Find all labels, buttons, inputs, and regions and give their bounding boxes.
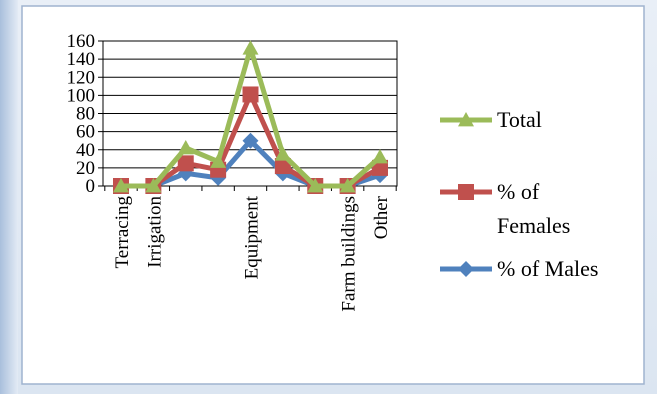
data-point-of-females — [177, 155, 194, 172]
data-point-of-males — [242, 132, 259, 149]
data-point-total — [242, 40, 259, 55]
y-tick-label: 60 — [76, 122, 95, 143]
legend-label: % of Females — [497, 179, 570, 238]
data-point-total — [113, 178, 129, 193]
legend-marker — [458, 184, 474, 200]
grid-lines — [103, 40, 397, 169]
legend: Total % of Females % of Males — [440, 107, 598, 281]
data-point-of-females — [274, 158, 291, 175]
y-tick-label: 140 — [67, 49, 96, 70]
y-tick-label: 0 — [86, 176, 96, 197]
x-tick-label: Other — [371, 195, 392, 239]
x-tick-label: Terracing — [112, 196, 133, 269]
data-point-total — [145, 178, 162, 193]
legend-item: % of Females — [440, 179, 570, 238]
data-point-of-females — [242, 86, 259, 103]
legend-item: Total — [440, 107, 542, 132]
x-tick-label: Irrigation — [144, 196, 165, 268]
y-tick-label: 160 — [67, 31, 96, 52]
data-point-total — [177, 139, 194, 155]
legend-marker — [458, 112, 474, 127]
legend-label: Total — [497, 107, 542, 132]
legend-item: % of Males — [440, 256, 598, 281]
x-tick-label: Equipment — [242, 195, 263, 279]
legend-label: % of Males — [497, 256, 598, 281]
y-tick-label: 120 — [67, 67, 96, 88]
data-point-total — [307, 178, 324, 193]
y-tick-label: 20 — [76, 158, 95, 179]
x-axis: Terracing Irrigation Equipment Farm buildin… — [104, 186, 397, 312]
x-tick-label: Farm buildings — [339, 196, 360, 312]
data-point-total — [372, 149, 388, 164]
legend-marker — [458, 261, 474, 277]
left-frame-edge — [0, 0, 18, 394]
y-tick-label: 40 — [76, 140, 95, 161]
series-total — [113, 40, 388, 193]
y-tick-label: 100 — [67, 85, 96, 106]
data-point-total — [339, 178, 356, 193]
data-point-total — [210, 153, 227, 168]
chart-panel — [21, 5, 645, 385]
y-tick-label: 80 — [76, 104, 95, 125]
series-layer — [113, 40, 388, 194]
data-point-total — [274, 146, 291, 161]
